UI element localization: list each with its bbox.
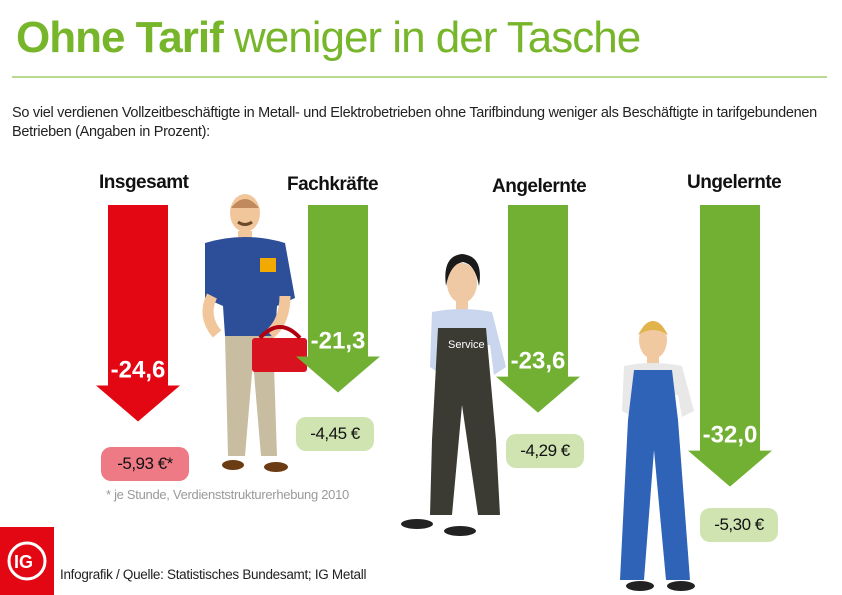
bars-group: -24,6 -21,3 -23,6 -32,0: [96, 205, 772, 487]
ig-metall-logo: IG: [0, 527, 54, 595]
bar-ungelernte: [688, 205, 772, 487]
footnote: * je Stunde, Verdienststrukturerhebung 2…: [106, 487, 349, 502]
apron-text: Service: [448, 339, 485, 351]
bar-angelernte: [496, 205, 580, 413]
hourly-pill-angelernte: -4,29 €: [506, 434, 584, 468]
title-divider: [12, 76, 827, 78]
title-bold: Ohne Tarif: [16, 13, 224, 62]
category-label-angelernte: Angelernte: [492, 176, 587, 197]
category-label-ungelernte: Ungelernte: [687, 172, 782, 193]
bar-insgesamt: [96, 205, 180, 422]
hourly-pill-insgesamt: -5,93 €*: [101, 447, 189, 481]
chart-subtitle: So viel verdienen Vollzeitbeschäftigte i…: [12, 105, 817, 140]
semi-skilled-worker-figure: Service: [401, 254, 506, 536]
bar-value-label: -23,6: [511, 348, 566, 375]
unskilled-worker-figure: [620, 321, 695, 591]
hourly-pill-ungelernte: -5,30 €: [700, 508, 778, 542]
bar-value-label: -21,3: [311, 327, 366, 354]
bar-value-label: -32,0: [703, 422, 758, 449]
logo-text: IG: [14, 552, 33, 572]
category-label-insgesamt: Insgesamt: [99, 172, 189, 193]
category-label-fachkraefte: Fachkräfte: [287, 174, 379, 195]
hourly-pill-fachkraefte: -4,45 €: [296, 417, 374, 451]
chart-title: Ohne Tarif weniger in der Tasche: [16, 12, 641, 64]
source-line: Infografik / Quelle: Statistisches Bunde…: [60, 567, 367, 582]
bar-fachkräfte: [296, 205, 380, 393]
title-rest: weniger in der Tasche: [234, 13, 641, 62]
skilled-worker-figure: [202, 194, 307, 472]
bar-value-label: -24,6: [111, 356, 166, 383]
